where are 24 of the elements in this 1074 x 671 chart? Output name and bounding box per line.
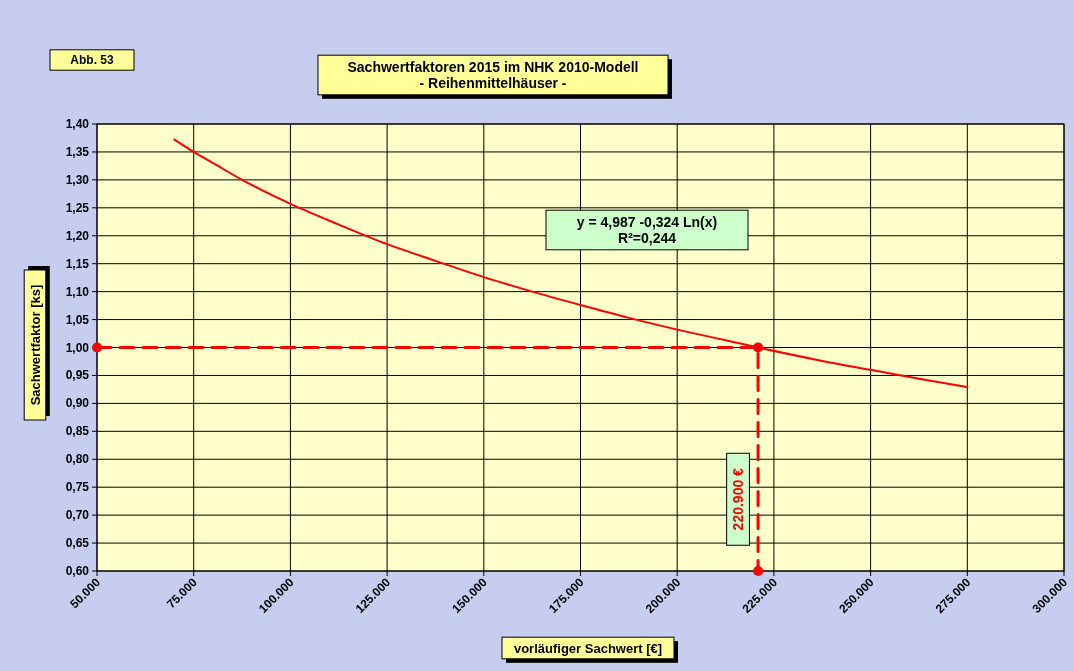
annotation: y = 4,987 -0,324 Ln(x) R²=0,244 — [576, 213, 718, 247]
y-tick-label: 1,00 — [65, 340, 90, 355]
y-tick-label: 1,10 — [65, 284, 90, 299]
y-tick-label: 0,70 — [65, 508, 90, 523]
y-tick-label: 0,65 — [65, 536, 90, 551]
y-tick-label: 1,40 — [65, 117, 90, 131]
y-tick-label: 0,80 — [65, 452, 90, 467]
chart-subtitle: - Reihenmittelhäuser - — [419, 75, 567, 92]
y-tick-label: 0,90 — [65, 396, 90, 411]
annotation: 220.900 € — [730, 467, 747, 531]
y-tick-label: 1,30 — [65, 172, 90, 187]
y-tick-label: 1,15 — [65, 256, 90, 271]
caption: Abb. 53 — [70, 53, 114, 68]
y-tick-label: 1,20 — [65, 228, 90, 243]
y-axis-title: Sachwertfaktor [ks] — [27, 284, 43, 406]
chart-title: Sachwertfaktoren 2015 im NHK 2010-Modell — [347, 58, 639, 75]
y-tick-label: 0,60 — [65, 564, 90, 578]
y-tick-label: 1,05 — [65, 312, 90, 327]
y-tick-label: 0,95 — [65, 368, 90, 383]
y-tick-label: 0,75 — [65, 480, 90, 495]
x-axis-title: vorläufiger Sachwert [€] — [513, 640, 663, 656]
y-tick-label: 0,85 — [65, 424, 90, 439]
y-tick-label: 1,35 — [65, 144, 90, 159]
y-tick-label: 1,25 — [65, 200, 90, 215]
